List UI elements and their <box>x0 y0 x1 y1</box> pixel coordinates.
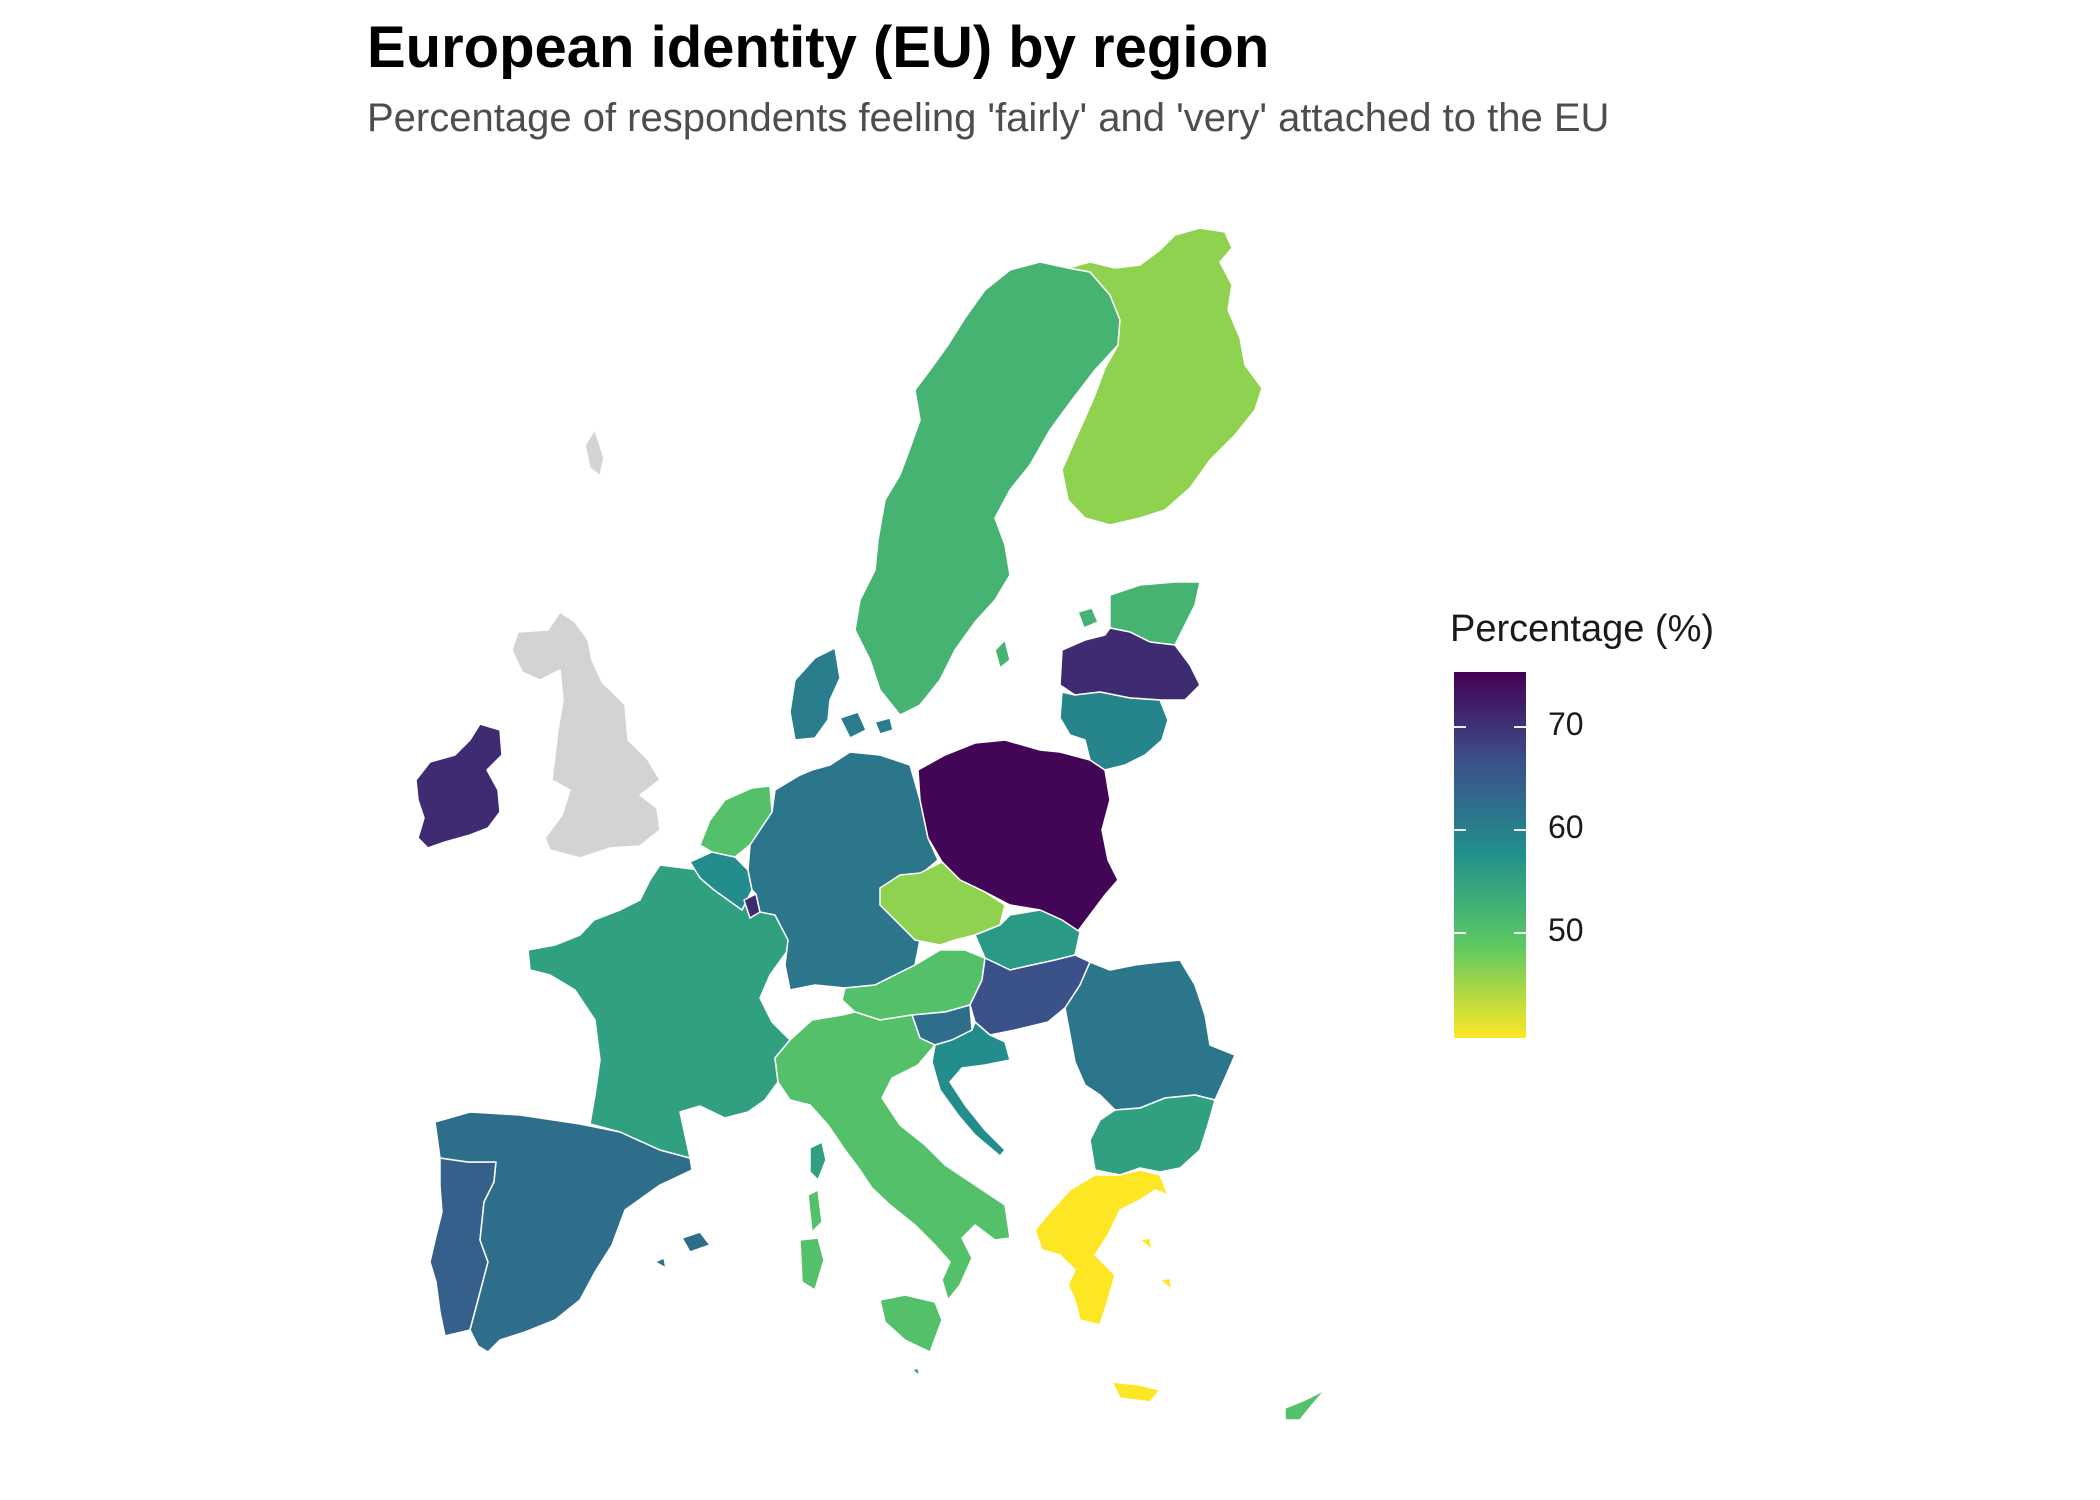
legend-tick-label: 70 <box>1548 706 1584 742</box>
region-bulgaria <box>1089 1094 1216 1176</box>
region-denmark <box>789 647 894 741</box>
chart-subtitle: Percentage of respondents feeling 'fairl… <box>367 96 1610 140</box>
region-united-kingdom <box>511 429 661 859</box>
region-latvia <box>1059 627 1201 701</box>
region-italy <box>774 1011 1011 1353</box>
chart-title: European identity (EU) by region <box>367 15 1270 80</box>
region-ireland <box>415 723 503 849</box>
region-estonia <box>1077 581 1201 646</box>
region-greece <box>1034 1169 1173 1403</box>
region-finland <box>1061 227 1263 526</box>
legend-tick-label: 50 <box>1548 912 1584 948</box>
legend-title: Percentage (%) <box>1450 608 1715 650</box>
region-malta <box>911 1367 921 1377</box>
region-croatia <box>931 1021 1011 1157</box>
legend-colorbar <box>1454 672 1526 1038</box>
region-lithuania <box>1059 691 1169 771</box>
legend-tick-label: 60 <box>1548 809 1584 845</box>
region-romania <box>1064 959 1236 1111</box>
region-cyprus <box>1284 1389 1326 1421</box>
region-france <box>527 864 827 1181</box>
